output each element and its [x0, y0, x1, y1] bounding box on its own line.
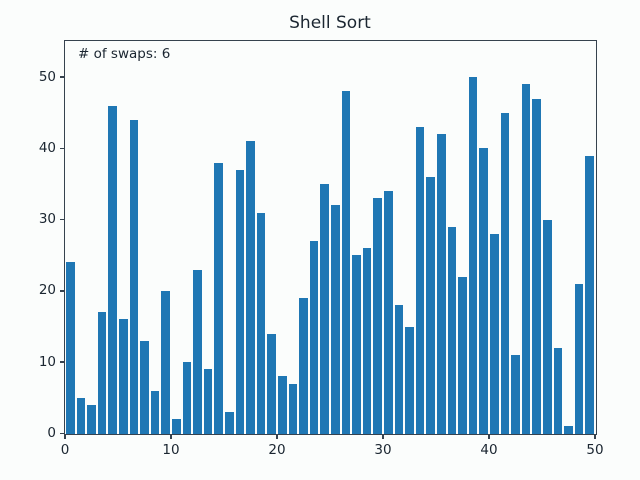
bar	[500, 112, 510, 434]
bar	[76, 397, 86, 434]
bar	[415, 127, 425, 434]
bar	[288, 383, 298, 434]
x-tick-label: 50	[586, 441, 604, 458]
bar	[203, 369, 213, 434]
x-tick-label: 0	[60, 441, 70, 458]
bar	[564, 426, 573, 434]
y-tick-label: 20	[38, 282, 56, 299]
bar	[352, 255, 361, 434]
x-tick-label: 10	[162, 441, 180, 458]
x-tick-mark	[488, 433, 490, 439]
x-tick-label: 20	[268, 441, 286, 458]
bar	[458, 276, 467, 434]
bar	[543, 219, 552, 434]
bars-container	[65, 42, 595, 434]
bar	[394, 305, 404, 434]
bar	[108, 105, 117, 434]
bar	[468, 77, 478, 434]
y-tick-label: 30	[38, 211, 56, 228]
bar	[87, 405, 96, 434]
bar	[214, 162, 223, 434]
bar	[119, 319, 128, 434]
bar	[373, 198, 382, 434]
y-tick-mark	[59, 361, 65, 363]
y-tick-label: 10	[38, 353, 56, 370]
bar	[172, 419, 181, 434]
bar	[331, 205, 340, 434]
bar	[511, 355, 520, 434]
chart-title: Shell Sort	[289, 13, 371, 33]
bar	[97, 312, 107, 434]
bar	[256, 212, 266, 434]
y-tick-label: 40	[38, 139, 56, 156]
bar	[553, 347, 563, 434]
bar	[574, 283, 584, 434]
bar	[532, 98, 541, 434]
bar	[447, 226, 457, 434]
x-tick-mark	[382, 433, 384, 439]
bar	[384, 191, 393, 434]
y-tick-label: 0	[47, 425, 56, 441]
y-tick-mark	[59, 290, 65, 292]
y-tick-mark	[59, 432, 65, 435]
x-tick-mark	[170, 433, 172, 439]
bar	[585, 155, 594, 434]
bar	[278, 376, 287, 434]
bar	[299, 298, 308, 434]
bar	[193, 269, 202, 434]
y-tick-label: 50	[38, 68, 56, 85]
bar	[426, 176, 435, 434]
bar	[521, 84, 531, 434]
bar	[309, 241, 319, 434]
x-tick-mark	[64, 433, 66, 439]
x-tick-label: 40	[480, 441, 498, 458]
bar	[405, 326, 414, 434]
bar	[140, 340, 149, 434]
y-tick-mark	[59, 218, 65, 221]
bar	[341, 91, 351, 434]
y-tick-mark	[59, 147, 65, 150]
bar	[479, 148, 488, 434]
x-tick-mark	[594, 433, 596, 439]
y-tick-mark	[59, 76, 65, 78]
x-tick-label: 30	[374, 441, 392, 458]
bar	[490, 233, 499, 434]
bar	[150, 390, 160, 434]
bar	[320, 184, 329, 434]
bar	[235, 169, 245, 434]
bar	[161, 290, 170, 434]
bar	[246, 141, 255, 434]
bar	[66, 262, 75, 434]
x-tick-mark	[276, 433, 278, 439]
bar	[129, 119, 139, 434]
bar	[182, 362, 192, 434]
bar	[437, 134, 446, 434]
swap-count-annotation: # of swaps: 6	[78, 46, 171, 62]
plot-area-border	[63, 40, 597, 435]
bar	[362, 248, 372, 434]
bar	[225, 412, 234, 434]
bar	[267, 333, 276, 434]
